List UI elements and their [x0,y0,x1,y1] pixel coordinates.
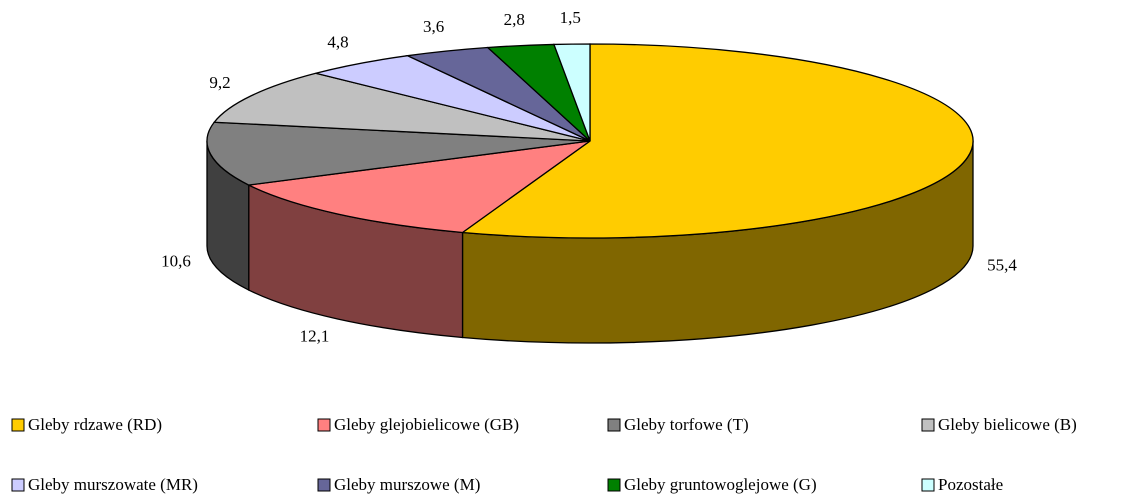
pie-top [206,43,974,239]
data-label: 1,5 [560,8,581,27]
data-label: 12,1 [300,327,330,346]
legend-label: Gleby glejobielicowe (GB) [334,415,519,434]
legend-swatch [607,478,621,492]
legend-label: Gleby bielicowe (B) [938,415,1077,434]
data-label: 10,6 [161,252,191,271]
data-label: 3,6 [423,17,444,36]
legend-swatch [11,478,25,492]
slice [553,43,591,142]
legend-swatch [607,418,621,432]
legend-label: Pozostałe [938,475,1003,494]
legend-label: Gleby murszowe (M) [334,475,480,494]
legend-label: Gleby rdzawe (RD) [28,415,162,434]
legend-swatch [317,418,331,432]
data-label: 55,4 [987,256,1017,275]
data-label: 4,8 [327,33,348,52]
legend-swatch [921,418,935,432]
legend-label: Gleby murszowate (MR) [28,475,198,494]
data-label: 9,2 [209,73,230,92]
data-label: 2,8 [504,10,525,29]
slice [246,140,591,234]
legend-swatch [317,478,331,492]
pie-sides [206,140,974,344]
legend-label: Gleby torfowe (T) [624,415,749,434]
slice [206,121,591,186]
legend-swatch [11,418,25,432]
legend-swatch [921,478,935,492]
slice [212,72,591,142]
legend-label: Gleby gruntowoglejowe (G) [624,475,817,494]
